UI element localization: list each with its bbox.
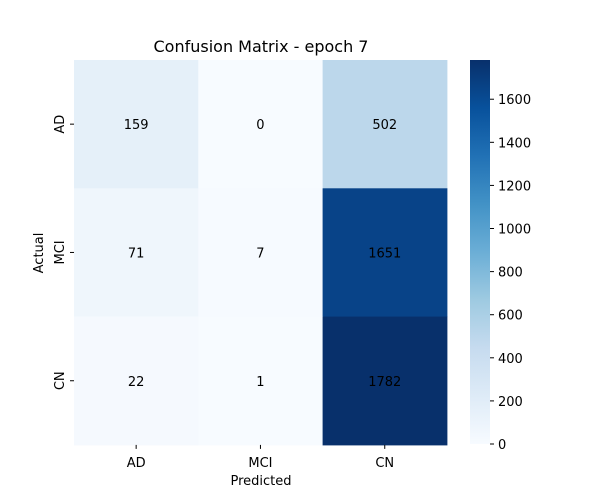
cell-value-label: 159 [124, 118, 149, 133]
cell-value-label: 71 [128, 246, 145, 261]
heatmap-cell [198, 60, 324, 189]
heatmap-cell [74, 188, 199, 318]
chart-title: Confusion Matrix - epoch 7 [154, 37, 369, 56]
x-tick-label: MCI [248, 456, 272, 471]
heatmap-cell [74, 60, 199, 189]
y-axis-ticks: AD MCI CN [53, 115, 74, 390]
colorbar-tick-label: 800 [498, 266, 523, 281]
y-tick-label: CN [53, 371, 68, 390]
colorbar-tick-label: 1000 [498, 223, 531, 238]
y-tick-label: MCI [53, 240, 68, 264]
cell-value-label: 22 [128, 375, 145, 390]
cell-value-label: 7 [256, 246, 264, 261]
cell-value-label: 1 [256, 375, 264, 390]
heatmap-cell [322, 60, 448, 189]
colorbar-tick-label: 600 [498, 309, 523, 324]
colorbar-tick-label: 1600 [498, 93, 531, 108]
cell-value-label: 502 [372, 118, 397, 133]
x-tick-label: AD [127, 456, 146, 471]
cell-value-label: 1651 [368, 246, 401, 261]
colorbar-tick-label: 400 [498, 352, 523, 367]
cell-value-label: 1782 [368, 375, 401, 390]
y-tick-label: AD [53, 115, 68, 134]
heatmap-cell-labels: 159 0 502 71 7 1651 22 1 1782 [124, 118, 402, 390]
heatmap-cell [322, 188, 448, 318]
x-axis-label: Predicted [230, 474, 291, 489]
colorbar-tick-label: 1400 [498, 136, 531, 151]
cell-value-label: 0 [256, 118, 264, 133]
y-axis-label: Actual [32, 233, 47, 274]
colorbar-tick-label: 0 [498, 438, 506, 453]
colorbar-ticks: 0 200 400 600 800 1000 1200 1400 1600 [490, 93, 531, 453]
colorbar-tick-label: 200 [498, 395, 523, 410]
heatmap-cells [74, 60, 448, 446]
heatmap-cell [198, 188, 324, 318]
heatmap-cell [322, 316, 448, 446]
x-axis-ticks: AD MCI CN [127, 444, 394, 471]
colorbar [470, 60, 490, 444]
colorbar-tick-label: 1200 [498, 179, 531, 194]
x-tick-label: CN [375, 456, 394, 471]
heatmap-cell [74, 316, 199, 446]
heatmap-cell [198, 316, 324, 446]
